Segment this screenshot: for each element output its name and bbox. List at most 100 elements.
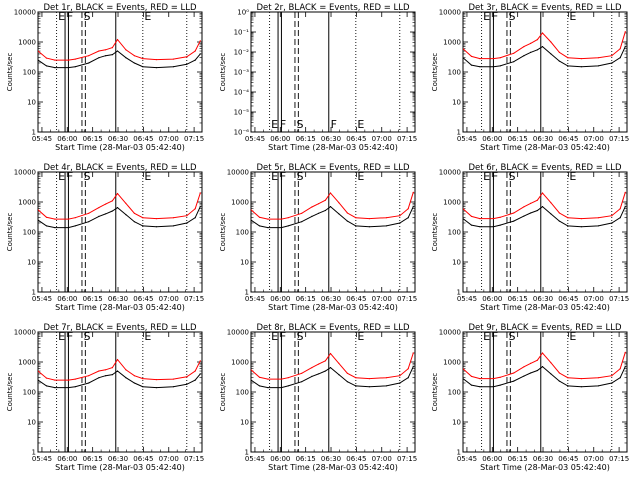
x-tick-label: 06:30	[321, 455, 341, 463]
data-point-lld	[311, 206, 313, 208]
data-point-events	[125, 377, 127, 379]
data-point-lld	[541, 352, 544, 354]
data-point-lld	[88, 375, 90, 377]
data-point-events	[523, 55, 525, 57]
data-point-lld	[329, 353, 332, 355]
series-group	[38, 192, 201, 229]
x-tick-label: 07:00	[372, 135, 392, 143]
data-point-events	[624, 206, 626, 208]
data-point-lld	[116, 359, 119, 361]
y-tick-label: 10	[27, 259, 36, 267]
data-point-events	[199, 53, 201, 55]
x-tick-label: 05:45	[457, 295, 477, 303]
data-point-lld	[186, 376, 188, 378]
data-point-events	[513, 220, 515, 222]
data-point-events	[580, 386, 583, 388]
x-tick-label: 06:45	[558, 295, 578, 303]
y-tick-label: 10000	[14, 169, 36, 177]
data-point-events	[499, 384, 501, 386]
data-point-lld	[470, 375, 473, 377]
x-tick-label: 06:15	[83, 455, 103, 463]
data-point-events	[194, 217, 196, 219]
data-point-events	[287, 225, 289, 227]
marker-label: E	[144, 10, 151, 23]
data-point-events	[558, 60, 561, 62]
x-tick-label: 05:45	[457, 455, 477, 463]
data-point-events	[567, 385, 569, 387]
x-tick-label: 07:00	[159, 455, 179, 463]
x-tick-label: 06:15	[83, 295, 103, 303]
plot-frame	[250, 331, 416, 453]
data-point-lld	[172, 58, 174, 60]
data-point-events	[368, 386, 370, 388]
data-point-events	[155, 226, 157, 228]
data-point-lld	[251, 209, 252, 211]
data-point-events	[523, 375, 525, 377]
data-point-events	[111, 54, 113, 56]
data-point-lld	[492, 58, 494, 60]
marker-label: S	[508, 330, 515, 343]
data-point-events	[619, 57, 621, 59]
data-point-events	[346, 381, 348, 383]
data-point-events	[470, 224, 473, 226]
marker-label: E	[58, 330, 65, 343]
y-tick-label: 100	[236, 229, 249, 237]
data-point-lld	[399, 215, 401, 217]
data-point-events	[194, 379, 196, 381]
data-point-lld	[38, 370, 39, 372]
data-point-lld	[567, 377, 569, 379]
x-tick-label: 06:45	[346, 455, 366, 463]
x-tick-label: 06:15	[296, 295, 316, 303]
data-point-lld	[463, 48, 464, 50]
series-group	[38, 38, 201, 69]
data-point-lld	[287, 377, 289, 379]
y-tick-label: 1	[32, 449, 36, 457]
data-point-events	[597, 385, 599, 387]
data-point-events	[105, 375, 107, 377]
x-tick-label: 07:00	[584, 455, 604, 463]
data-point-lld	[142, 378, 144, 380]
data-point-events	[155, 387, 157, 389]
data-point-events	[550, 53, 552, 55]
series-line-lld	[38, 38, 201, 61]
y-tick-label: 10⁻⁶	[234, 129, 250, 137]
data-point-lld	[98, 207, 100, 209]
x-axis-label: Start Time (28-Mar-03 05:42:40)	[480, 303, 610, 312]
x-tick-label: 06:30	[533, 455, 553, 463]
data-point-events	[98, 215, 100, 217]
data-point-lld	[155, 379, 157, 381]
marker-label: E	[58, 170, 65, 183]
data-point-lld	[530, 362, 532, 364]
panel-title: Det 5r, BLACK = Events, RED = LLD	[256, 163, 410, 173]
data-point-events	[105, 213, 107, 215]
x-tick-label: 07:15	[184, 135, 204, 143]
data-point-lld	[324, 199, 326, 201]
data-point-events	[280, 227, 282, 229]
y-tick-label: 10000	[439, 9, 461, 17]
data-point-lld	[155, 59, 157, 61]
data-point-events	[530, 51, 532, 54]
data-point-events	[324, 209, 326, 212]
data-point-events	[470, 384, 473, 386]
panel-title: Det 1r, BLACK = Events, RED = LLD	[43, 3, 197, 13]
data-point-events	[125, 57, 127, 59]
data-point-lld	[567, 217, 569, 219]
data-point-lld	[513, 52, 515, 54]
data-point-lld	[324, 360, 326, 362]
y-tick-label: 100	[448, 389, 461, 397]
y-tick-label: 10⁻⁵	[234, 109, 250, 117]
data-point-events	[111, 210, 113, 212]
data-point-events	[355, 225, 357, 227]
x-tick-label: 06:00	[270, 135, 290, 143]
data-point-events	[567, 225, 569, 227]
data-point-events	[142, 66, 144, 68]
data-point-lld	[479, 218, 481, 220]
data-point-events	[597, 225, 599, 227]
y-tick-label: 10000	[14, 9, 36, 17]
data-point-events	[38, 379, 39, 381]
y-tick-label: 1	[245, 449, 249, 457]
data-point-lld	[368, 378, 370, 380]
y-tick-label: 10	[240, 419, 249, 427]
data-point-lld	[567, 57, 569, 59]
plot-frame	[462, 11, 628, 133]
